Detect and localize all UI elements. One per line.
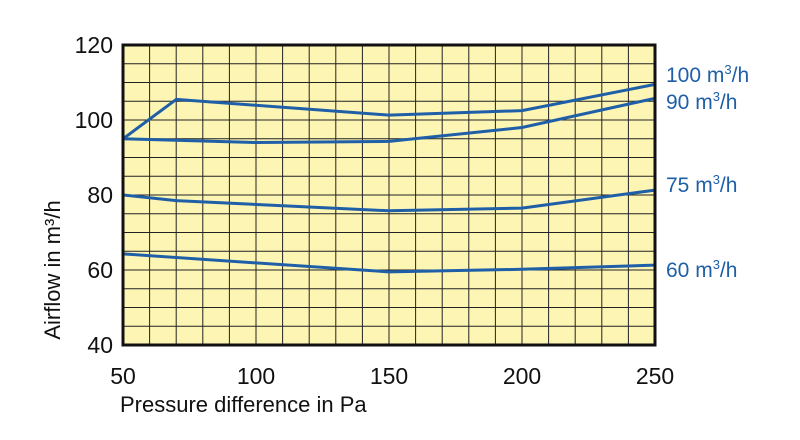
x-tick-label: 100 (237, 363, 275, 389)
x-tick-label: 50 (110, 363, 136, 389)
series-line-60 (122, 252, 656, 274)
series-labels: 100 m3/h90 m3/h 75 m3/h 60 m3/h (666, 62, 749, 282)
x-tick-label: 200 (503, 363, 541, 389)
y-tick-label: 40 (87, 332, 113, 358)
series-label-90: 90 m3/h (666, 89, 737, 114)
series-line-75 (122, 188, 656, 213)
y-tick-label: 60 (87, 257, 113, 283)
grid-lines (123, 45, 655, 345)
x-tick-label: 150 (370, 363, 408, 389)
plot-frame (121, 43, 657, 347)
series-label-100: 100 m3/h (666, 62, 749, 87)
x-axis-ticks: 50 100 150 200 250 (110, 363, 674, 389)
y-tick-label: 80 (87, 182, 113, 208)
series-label-75: 75 m3/h (666, 172, 737, 197)
series-lines (122, 82, 656, 274)
series-label-60: 60 m3/h (666, 257, 737, 282)
y-tick-label: 100 (75, 107, 113, 133)
x-axis-title: Pressure difference in Pa (120, 392, 367, 417)
x-tick-label: 250 (636, 363, 674, 389)
y-axis-ticks: 40 60 80 100 120 (75, 32, 113, 358)
series-line-90 (122, 96, 656, 144)
y-axis-title: Airflow in m³/h (40, 200, 65, 339)
series-line-100 (122, 82, 656, 141)
y-tick-label: 120 (75, 32, 113, 58)
